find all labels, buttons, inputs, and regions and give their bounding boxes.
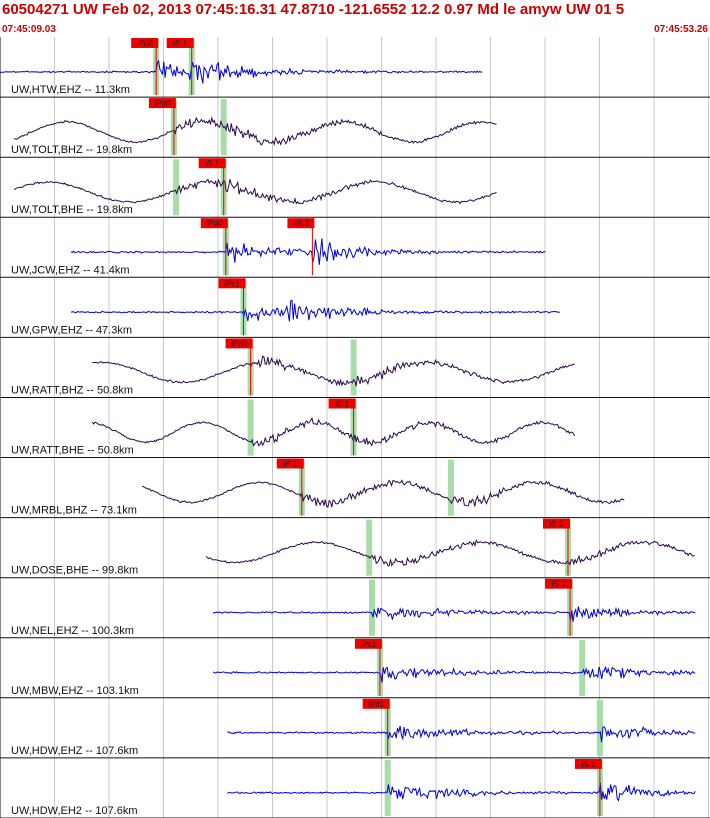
trace-label: UW,HTW,EHZ -- 11.3km xyxy=(11,84,130,96)
trace-panel[interactable]: iS 1 UW,NEL,EHZ -- 100.3km xyxy=(0,577,710,639)
pick-label: iPd0 xyxy=(154,99,171,108)
waveform xyxy=(212,606,696,622)
pick-flag[interactable] xyxy=(225,338,253,349)
pick-flag[interactable] xyxy=(328,398,356,409)
pick-label: iPc1 xyxy=(361,640,377,649)
pick-flag[interactable] xyxy=(166,38,194,48)
pick-flag[interactable] xyxy=(148,98,176,109)
waveform xyxy=(13,116,497,147)
trace-label: UW,TOLT,BHE -- 19.8km xyxy=(11,204,133,216)
pick-window xyxy=(596,699,603,756)
trace-panel[interactable]: iPc1 UW,GPW,EHZ -- 47.3km xyxy=(0,277,710,338)
pick-flag[interactable] xyxy=(131,38,159,48)
pick-flag[interactable] xyxy=(362,698,390,709)
trace-panel[interactable]: iS 1 UW,DOSE,BHE -- 99.8km xyxy=(0,517,710,579)
trace-label: UW,DOSE,BHE -- 99.8km xyxy=(11,565,138,577)
pick-label: iS 1 xyxy=(552,580,566,589)
waveform xyxy=(227,782,696,802)
trace-panel[interactable]: iPc1 UW,MBW,EHZ -- 103.1km xyxy=(0,637,710,699)
trace-panel[interactable]: iPd0 eS 2 UW,JCW,EHZ -- 41.4km xyxy=(0,217,710,278)
pick-label: iPd0 xyxy=(206,219,223,228)
trace-panel[interactable]: iPd0 iS 1 UW,HTW,EHZ -- 11.3km xyxy=(0,37,710,98)
trace-panel[interactable]: iPd0 UW,TOLT,BHZ -- 19.8km xyxy=(0,97,710,158)
pick-flag[interactable] xyxy=(198,158,226,169)
trace-label: UW,NEL,EHZ -- 100.3km xyxy=(11,625,134,637)
pick-flag[interactable] xyxy=(276,458,304,469)
trace-panel[interactable]: iPd0 UW,RATT,BHZ -- 50.8km xyxy=(0,337,710,398)
event-header: 60504271 UW Feb 02, 2013 07:45:16.31 47.… xyxy=(2,1,624,18)
waveform xyxy=(227,725,696,743)
pick-flag[interactable] xyxy=(287,218,315,229)
pick-label: iS 1 xyxy=(550,520,564,529)
trace-label: UW,HDW,EH2 -- 107.6km xyxy=(11,805,138,817)
pick-label: iPd0 xyxy=(137,39,154,48)
pick-flag[interactable] xyxy=(218,278,246,289)
pick-flag[interactable] xyxy=(543,518,570,529)
trace-label: UW,JCW,EHZ -- 41.4km xyxy=(11,264,130,276)
pick-window xyxy=(369,579,375,636)
pick-label: iPd1 xyxy=(368,700,385,709)
waveform xyxy=(205,539,695,568)
waveform xyxy=(92,355,575,387)
pick-label: iS 1 xyxy=(335,400,349,409)
trace-panel[interactable]: iPd1 UW,HDW,EHZ -- 107.6km xyxy=(0,697,710,759)
pick-window xyxy=(247,399,254,456)
trace-label: UW,RATT,BHE -- 50.8km xyxy=(11,445,134,457)
trace-panel[interactable]: iS 1 UW,RATT,BHE -- 50.8km xyxy=(0,397,710,458)
pick-label: iS 1 xyxy=(173,39,187,48)
pick-label: iPc1 xyxy=(224,279,240,288)
trace-label: UW,TOLT,BHZ -- 19.8km xyxy=(11,144,132,156)
pick-flag[interactable] xyxy=(545,578,573,589)
pick-label: iS 1 xyxy=(205,159,219,168)
trace-panel[interactable]: iS 1 UW,TOLT,BHE -- 19.8km xyxy=(0,157,710,218)
pick-window xyxy=(173,159,180,216)
pick-label: eS 2 xyxy=(293,219,310,228)
pick-window xyxy=(366,519,373,576)
waveform xyxy=(212,666,696,683)
pick-window xyxy=(579,639,586,696)
trace-label: UW,RATT,BHZ -- 50.8km xyxy=(11,385,133,397)
trace-panels: iPd0 iS 1 UW,HTW,EHZ -- 11.3km iPd0 UW,TOLT,… xyxy=(0,37,710,818)
end-time: 07:45:53.26 xyxy=(654,24,708,35)
time-grid xyxy=(0,37,709,818)
waveform xyxy=(70,238,546,265)
pick-flag[interactable] xyxy=(354,638,382,649)
waveform xyxy=(91,417,576,447)
pick-label: iS 1 xyxy=(582,760,596,769)
trace-label: UW,MBW,EHZ -- 103.1km xyxy=(11,685,139,697)
start-time: 07:45:09.03 xyxy=(2,24,56,35)
pick-label: iPd0 xyxy=(231,339,248,348)
waveform xyxy=(13,178,497,205)
waveform xyxy=(141,479,625,508)
trace-label: UW,GPW,EHZ -- 47.3km xyxy=(11,324,132,336)
pick-label: iP 1 xyxy=(283,460,297,469)
pick-window xyxy=(447,459,454,516)
trace-panel[interactable]: iS 1 UW,HDW,EH2 -- 107.6km xyxy=(0,757,710,818)
pick-flag[interactable] xyxy=(200,218,228,229)
trace-label: UW,MRBL,BHZ -- 73.1km xyxy=(11,505,137,517)
waveform xyxy=(0,59,483,84)
pick-window xyxy=(350,339,357,396)
pick-flag[interactable] xyxy=(574,758,602,769)
trace-label: UW,HDW,EHZ -- 107.6km xyxy=(11,745,138,757)
waveform xyxy=(70,299,560,322)
trace-panel[interactable]: iP 1 UW,MRBL,BHZ -- 73.1km xyxy=(0,457,710,519)
